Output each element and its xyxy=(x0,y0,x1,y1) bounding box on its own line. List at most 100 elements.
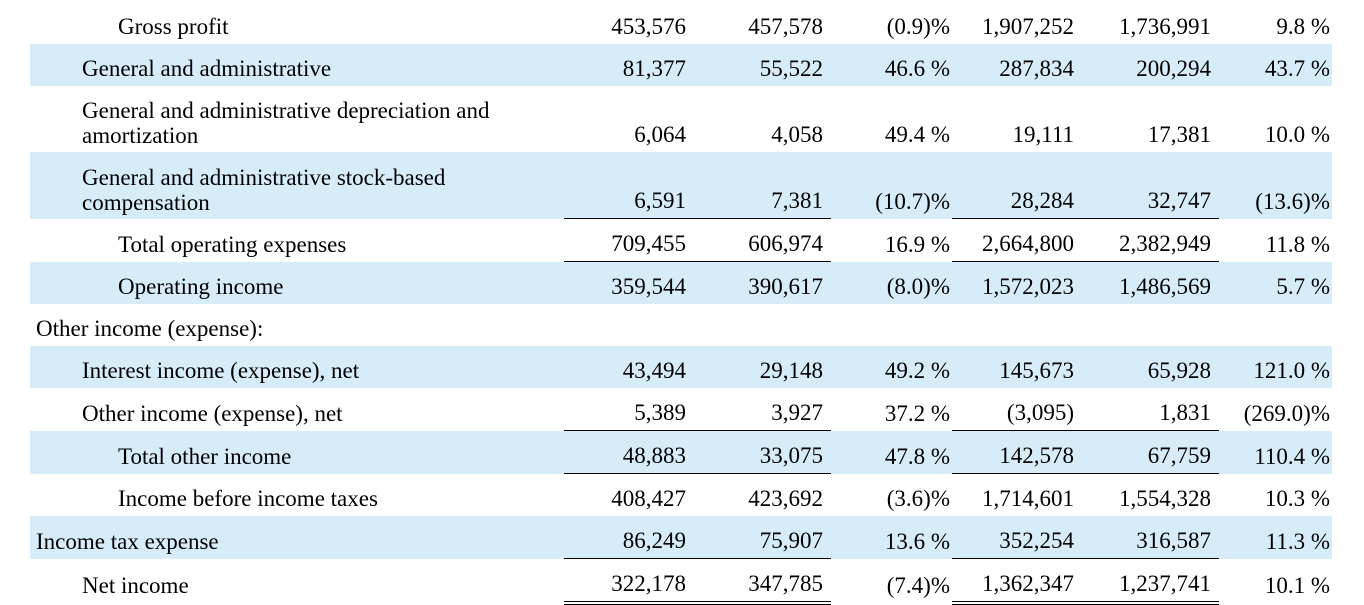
row-value-6: (13.6)% xyxy=(1219,152,1332,219)
row-value-1: 322,178 xyxy=(564,558,694,605)
row-label: Income tax expense xyxy=(30,516,564,559)
row-value-5 xyxy=(1082,304,1219,346)
row-value-1: 43,494 xyxy=(564,346,694,388)
row-value-3: (7.4)% xyxy=(886,573,950,598)
row-value-1: 6,064 xyxy=(634,122,686,147)
row-value-1: 86,249 xyxy=(564,516,694,559)
row-value-5: 67,759 xyxy=(1082,430,1219,474)
row-label: General and administrative depreciation … xyxy=(82,98,490,148)
income-statement-table: Gross profit 453,576 457,578 (0.9)% 1,907,25… xyxy=(30,2,1332,605)
row-value-4: (3,095) xyxy=(1006,400,1074,425)
row-value-4: 1,907,252 xyxy=(982,14,1074,39)
row-value-2 xyxy=(694,304,831,346)
row-label: Total operating expenses xyxy=(118,231,347,257)
row-value-6: 121.0 % xyxy=(1219,346,1332,388)
row-value-3: 16.9 % xyxy=(884,231,950,257)
row-value-2: 606,974 xyxy=(694,218,831,262)
row-value-3 xyxy=(831,304,952,346)
row-value-3: (3.6)% xyxy=(886,486,950,511)
row-value-2: 347,785 xyxy=(694,558,831,605)
row-value-4: 142,578 xyxy=(952,430,1082,474)
row-value-6: 110.4 % xyxy=(1219,430,1332,474)
row-value-4: 28,284 xyxy=(952,152,1082,219)
row-value-2: 4,058 xyxy=(771,122,823,147)
row-value-2: 390,617 xyxy=(694,261,831,304)
table-row: Other income (expense): xyxy=(30,304,1332,346)
row-value-6: 9.8 % xyxy=(1276,14,1330,39)
table-row: Operating income 359,544 390,617 (8.0)% 1,57… xyxy=(30,261,1332,304)
row-value-3: (10.7)% xyxy=(831,152,952,219)
row-value-5: 1,486,569 xyxy=(1082,261,1219,304)
row-value-2: 33,075 xyxy=(694,430,831,474)
row-value-3: 13.6 % xyxy=(831,516,952,559)
table-row: General and administrative 81,377 55,522 46… xyxy=(30,44,1332,86)
row-value-5: 1,237,741 xyxy=(1082,558,1219,605)
row-value-4: 19,111 xyxy=(1012,122,1074,147)
row-value-1: 453,576 xyxy=(611,14,686,39)
table-row: General and administrative stock-based c… xyxy=(30,152,1332,219)
row-value-4: 1,714,601 xyxy=(952,473,1082,516)
row-label: Operating income xyxy=(30,261,564,304)
row-value-3: 37.2 % xyxy=(884,400,950,426)
table-row: Other income (expense), net 5,389 3,927 37.… xyxy=(30,388,1332,431)
table-row: General and administrative depreciation … xyxy=(30,86,1332,152)
row-value-3: (8.0)% xyxy=(831,261,952,304)
row-value-4: 1,572,023 xyxy=(952,261,1082,304)
table-row: Gross profit 453,576 457,578 (0.9)% 1,907,25… xyxy=(30,2,1332,44)
table-body: Gross profit 453,576 457,578 (0.9)% 1,907,25… xyxy=(30,2,1332,605)
row-value-6: 43.7 % xyxy=(1219,44,1332,86)
row-value-5: 200,294 xyxy=(1082,44,1219,86)
row-value-2: 7,381 xyxy=(694,152,831,219)
row-value-1: 6,591 xyxy=(564,152,694,219)
row-label: General and administrative stock-based c… xyxy=(30,152,564,219)
row-value-4: 287,834 xyxy=(952,44,1082,86)
row-label: Other income (expense), net xyxy=(82,400,343,426)
row-value-5: 32,747 xyxy=(1082,152,1219,219)
row-value-5: 17,381 xyxy=(1147,122,1211,147)
row-value-6: (269.0)% xyxy=(1243,400,1330,426)
table-row: Net income 322,178 347,785 (7.4)% 1,362,347 1… xyxy=(30,558,1332,605)
row-value-3: 46.6 % xyxy=(831,44,952,86)
row-value-5: 65,928 xyxy=(1082,346,1219,388)
row-value-1: 5,389 xyxy=(634,400,686,425)
row-value-3: 47.8 % xyxy=(831,430,952,474)
row-value-5: 2,382,949 xyxy=(1082,218,1219,262)
table-row: Income before income taxes 408,427 423,692… xyxy=(30,473,1332,516)
row-value-4 xyxy=(952,304,1082,346)
row-value-6: 10.3 % xyxy=(1264,486,1330,511)
row-label: Interest income (expense), net xyxy=(30,346,564,388)
row-value-1: 359,544 xyxy=(564,261,694,304)
row-value-4: 352,254 xyxy=(952,516,1082,559)
row-label: Gross profit xyxy=(118,14,229,39)
row-value-3: (0.9)% xyxy=(886,14,950,39)
row-label: Net income xyxy=(82,573,189,598)
row-value-1 xyxy=(564,304,694,346)
row-value-2: 75,907 xyxy=(694,516,831,559)
row-value-1: 48,883 xyxy=(564,430,694,474)
row-value-6: 5.7 % xyxy=(1219,261,1332,304)
row-value-5: 1,831 xyxy=(1159,400,1211,425)
row-value-5: 316,587 xyxy=(1082,516,1219,559)
table-row: Total operating expenses 709,455 606,974 16… xyxy=(30,218,1332,262)
row-value-6: 10.0 % xyxy=(1264,122,1330,147)
row-value-1: 408,427 xyxy=(564,473,694,516)
row-value-2: 29,148 xyxy=(694,346,831,388)
row-value-1: 81,377 xyxy=(564,44,694,86)
row-value-2: 3,927 xyxy=(771,400,823,425)
row-value-6: 10.1 % xyxy=(1264,573,1330,598)
row-value-4: 1,362,347 xyxy=(952,558,1082,605)
row-value-6 xyxy=(1219,304,1332,346)
row-value-5: 1,736,991 xyxy=(1119,14,1211,39)
row-value-3: 49.2 % xyxy=(831,346,952,388)
row-value-6: 11.3 % xyxy=(1219,516,1332,559)
row-label: Other income (expense): xyxy=(36,316,264,341)
row-label: General and administrative xyxy=(30,44,564,86)
row-value-3: 49.4 % xyxy=(884,122,950,147)
row-value-6: 11.8 % xyxy=(1265,231,1330,257)
row-value-4: 145,673 xyxy=(952,346,1082,388)
row-value-4: 2,664,800 xyxy=(952,218,1082,262)
table-row: Income tax expense 86,249 75,907 13.6 % 352,… xyxy=(30,516,1332,559)
row-value-2: 457,578 xyxy=(748,14,823,39)
row-value-1: 709,455 xyxy=(564,218,694,262)
table-row: Total other income 48,883 33,075 47.8 % 142,… xyxy=(30,430,1332,474)
